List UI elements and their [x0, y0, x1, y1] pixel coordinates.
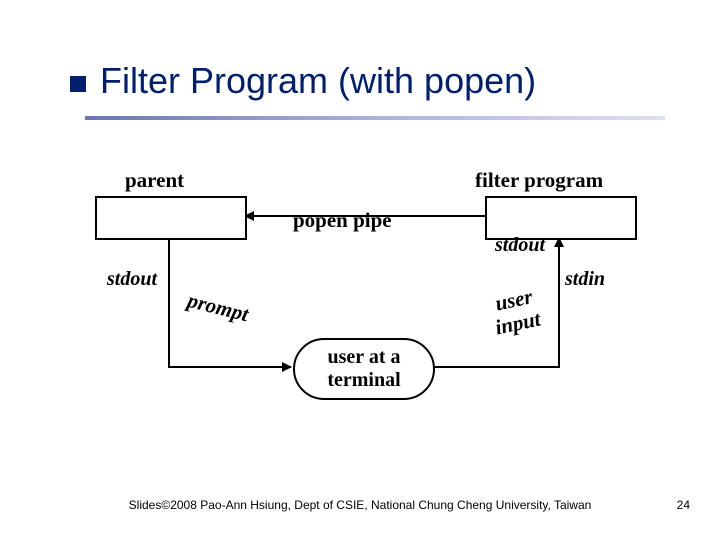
title-underline — [85, 116, 665, 120]
page-title: Filter Program (with popen) — [100, 60, 536, 102]
terminal-label-line2: terminal — [327, 369, 400, 391]
page-number: 24 — [677, 498, 690, 512]
stdout-left-label: stdout — [107, 268, 157, 291]
terminal-label: user at a terminal — [327, 346, 400, 392]
filter-label: filter program — [475, 168, 603, 193]
title-bullet — [70, 76, 86, 92]
pipe-label: popen pipe — [293, 208, 392, 233]
title-region: Filter Program (with popen) — [70, 60, 536, 102]
stdin-label: stdin — [565, 268, 605, 291]
stdout-right-label: stdout — [495, 234, 545, 257]
diagram: parent filter program popen pipe stdout … — [95, 170, 635, 410]
terminal-label-line1: user at a — [328, 346, 401, 368]
parent-label: parent — [125, 168, 184, 193]
terminal-box: user at a terminal — [293, 338, 435, 400]
parent-box — [95, 196, 247, 240]
footer-text: Slides©2008 Pao-Ann Hsiung, Dept of CSIE… — [0, 498, 720, 512]
